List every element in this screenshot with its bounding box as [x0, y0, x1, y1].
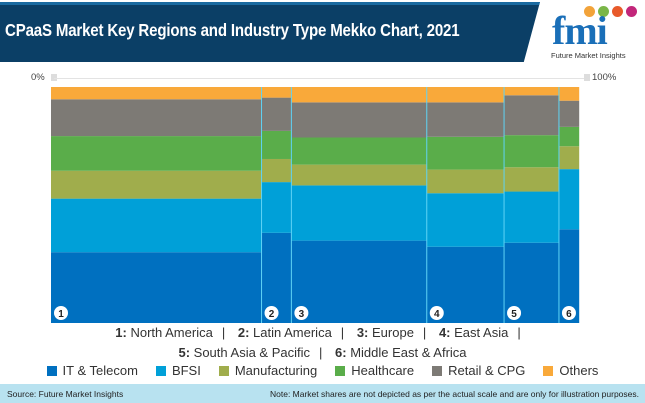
legend-swatch	[155, 366, 166, 376]
region-name: South Asia & Pacific	[193, 345, 310, 360]
chart-title: CPaaS Market Key Regions and Industry Ty…	[5, 20, 460, 40]
region-num: 5:	[178, 345, 191, 360]
segment-healthcare-col3	[291, 137, 427, 165]
region-name: Middle East & Africa	[350, 345, 467, 360]
region-name: Europe	[372, 325, 414, 340]
segment-it-telecom-col2	[261, 232, 292, 323]
segment-retail-cpg-col6	[558, 100, 580, 127]
segment-it-telecom-col1	[51, 252, 262, 323]
segment-bfsi-col5	[504, 191, 559, 243]
segment-healthcare-col6	[558, 126, 580, 147]
source-text: Source: Future Market Insights	[7, 389, 124, 399]
column-badge	[294, 306, 309, 320]
legend-swatch	[218, 366, 229, 376]
segment-manufacturing-col1	[51, 170, 262, 199]
column-label: 4	[434, 309, 440, 320]
axis-label-100: 100%	[592, 72, 617, 83]
region-num: 6:	[335, 345, 347, 360]
region-num: 3:	[356, 325, 369, 340]
segment-manufacturing-col2	[261, 158, 292, 183]
column-badge	[507, 306, 522, 320]
segment-manufacturing-col3	[291, 164, 427, 186]
legend-label: Healthcare	[351, 363, 415, 378]
segment-retail-cpg-col2	[261, 97, 292, 131]
mekko-chart: 1 2 3 4 5 6	[51, 87, 580, 323]
legend-item: Retail & CPG	[432, 363, 525, 379]
segment-manufacturing-col6	[558, 146, 580, 170]
logo-dot-icon	[598, 6, 609, 17]
segment-retail-cpg-col5	[504, 95, 559, 136]
segment-others-col2	[261, 87, 292, 98]
column-label: 2	[269, 309, 275, 320]
segment-others-col5	[504, 87, 559, 96]
region-num: 2:	[237, 325, 250, 340]
region-key-line-2: 5: South Asia & Pacific | 6: Middle East …	[178, 345, 467, 360]
segment-others-col3	[291, 87, 427, 103]
segment-others-col1	[51, 87, 262, 100]
segment-it-telecom-col6	[558, 229, 580, 323]
legend-item: Manufacturing	[218, 363, 318, 379]
legend-label: IT & Telecom	[62, 363, 138, 378]
segment-retail-cpg-col3	[291, 102, 427, 138]
logo-dot-icon	[626, 6, 637, 17]
fmi-logo: fmi Future Market Insights	[548, 6, 643, 62]
segment-retail-cpg-col4	[426, 102, 505, 137]
column-badge	[54, 306, 68, 320]
legend-item: Others	[543, 363, 598, 379]
axis-tick	[584, 74, 590, 81]
region-name: Latin America	[253, 325, 332, 340]
segment-healthcare-col2	[261, 130, 292, 159]
region-name: North America	[130, 325, 213, 340]
axis-line	[54, 78, 590, 79]
column-label: 5	[511, 309, 517, 320]
region-num: 4:	[438, 325, 451, 340]
logo-subtitle: Future Market Insights	[551, 51, 626, 60]
legend-swatch	[46, 366, 57, 376]
segment-others-col4	[426, 87, 505, 103]
legend-label: Retail & CPG	[448, 363, 526, 378]
segment-bfsi-col2	[261, 182, 292, 233]
legend-item: IT & Telecom	[46, 363, 138, 379]
legend-label: Others	[559, 363, 599, 378]
legend: IT & Telecom BFSI Manufacturing Healthcare R…	[0, 363, 645, 379]
logo-dot-icon	[612, 6, 623, 17]
footer-bar: Source: Future Market Insights Note: Mar…	[0, 384, 645, 403]
segment-healthcare-col1	[51, 136, 262, 171]
legend-label: BFSI	[171, 363, 201, 378]
legend-swatch	[432, 366, 443, 376]
logo-dot-icon	[584, 6, 595, 17]
segment-manufacturing-col5	[504, 167, 559, 192]
title-banner	[0, 2, 540, 62]
column-label: 1	[58, 309, 64, 320]
title-container: CPaaS Market Key Regions and Industry Ty…	[5, 20, 525, 44]
legend-label: Manufacturing	[234, 363, 318, 378]
segment-bfsi-col1	[51, 198, 262, 253]
segment-bfsi-col4	[426, 193, 505, 247]
region-key-line-1: 1: North America | 2: Latin America | 3: E…	[115, 325, 521, 340]
legend-swatch	[335, 366, 346, 376]
column-badge	[264, 306, 279, 320]
segment-healthcare-col5	[504, 135, 559, 168]
segment-retail-cpg-col1	[51, 99, 262, 137]
segment-bfsi-col3	[291, 185, 427, 241]
column-label: 6	[566, 309, 572, 320]
region-name: East Asia	[454, 325, 509, 340]
logo-text: fmi	[552, 8, 608, 53]
axis-label-0: 0%	[31, 72, 45, 83]
segment-healthcare-col4	[426, 136, 505, 170]
segment-it-telecom-col3	[291, 240, 427, 323]
region-num: 1:	[115, 325, 127, 340]
column-badge	[561, 306, 576, 320]
legend-swatch	[543, 366, 554, 376]
legend-item: BFSI	[155, 363, 201, 379]
segment-manufacturing-col4	[426, 169, 505, 194]
axis-tick	[51, 74, 57, 81]
segment-bfsi-col6	[558, 169, 580, 230]
legend-item: Healthcare	[335, 363, 414, 379]
column-badge	[429, 306, 444, 320]
column-label: 3	[299, 309, 305, 320]
segment-others-col6	[558, 87, 580, 101]
note-text: Note: Market shares are not depicted as …	[269, 389, 639, 399]
